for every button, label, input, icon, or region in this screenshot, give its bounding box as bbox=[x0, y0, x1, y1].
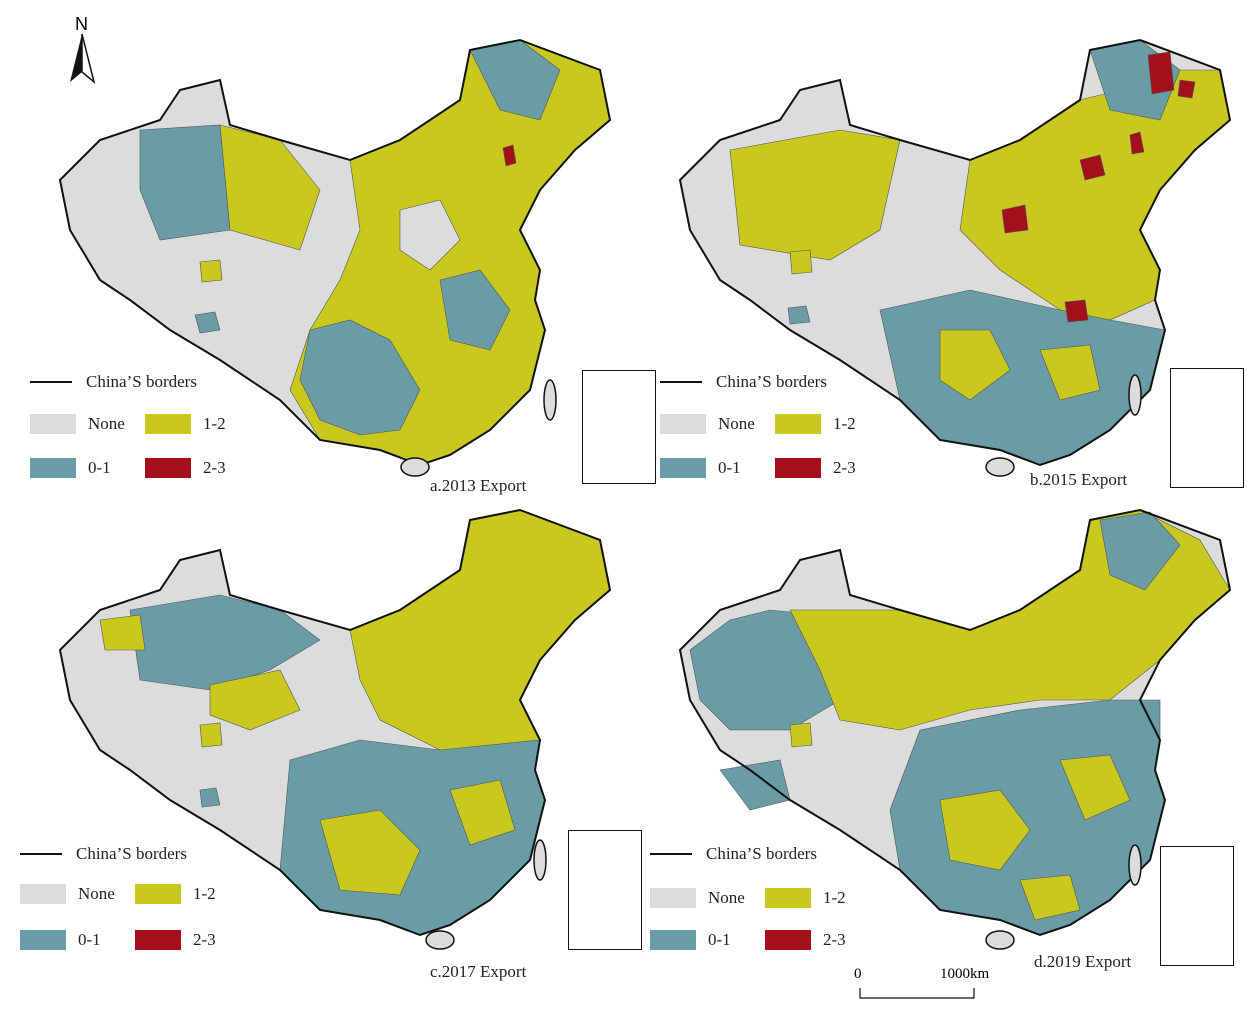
legend-swatch-0-1 bbox=[20, 930, 66, 950]
legend-swatch-2-3 bbox=[135, 930, 181, 950]
legend-swatch-none bbox=[20, 884, 66, 904]
scale-end-label: 1000km bbox=[940, 966, 990, 982]
legend-b: China’S borders None 1-2 0-1 2-3 bbox=[660, 372, 920, 482]
legend-swatch-none bbox=[650, 888, 696, 908]
legend-swatch-1-2 bbox=[135, 884, 181, 904]
north-arrow-icon bbox=[70, 33, 96, 85]
legend-0-1-label: 0-1 bbox=[88, 458, 111, 477]
south-china-sea-inset-c bbox=[568, 830, 642, 950]
legend-border-label: China’S borders bbox=[706, 844, 817, 863]
legend-swatch-2-3 bbox=[775, 458, 821, 478]
legend-swatch-none bbox=[660, 414, 706, 434]
border-line-icon bbox=[650, 853, 692, 855]
south-china-sea-inset-a bbox=[582, 370, 656, 484]
border-line-icon bbox=[20, 853, 62, 855]
legend-1-2-label: 1-2 bbox=[833, 414, 856, 433]
legend-1-2-label: 1-2 bbox=[823, 888, 846, 907]
map-panel-a: China’S borders None 1-2 0-1 2-3 a.2013 … bbox=[20, 30, 656, 500]
legend-c: China’S borders None 1-2 0-1 2-3 bbox=[20, 844, 280, 954]
china-map-a bbox=[58, 38, 612, 477]
legend-0-1-label: 0-1 bbox=[718, 458, 741, 477]
legend-2-3-label: 2-3 bbox=[833, 458, 856, 477]
legend-swatch-2-3 bbox=[145, 458, 191, 478]
south-china-sea-inset-d bbox=[1160, 846, 1234, 966]
legend-border-label: China’S borders bbox=[76, 844, 187, 863]
legend-0-1-label: 0-1 bbox=[708, 930, 731, 949]
legend-swatch-1-2 bbox=[145, 414, 191, 434]
north-label: N bbox=[75, 14, 88, 34]
scale-start-label: 0 bbox=[854, 966, 862, 982]
legend-swatch-1-2 bbox=[765, 888, 811, 908]
map-panel-b: China’S borders None 1-2 0-1 2-3 b.2015 … bbox=[640, 30, 1244, 500]
legend-swatch-0-1 bbox=[660, 458, 706, 478]
caption-d: d.2019 Export bbox=[1034, 952, 1132, 971]
china-map-c bbox=[58, 508, 612, 950]
legend-swatch-0-1 bbox=[30, 458, 76, 478]
border-line-icon bbox=[30, 381, 72, 383]
legend-none-label: None bbox=[88, 414, 125, 433]
caption-c: c.2017 Export bbox=[430, 962, 527, 981]
caption-b: b.2015 Export bbox=[1030, 470, 1128, 489]
china-map-d bbox=[678, 508, 1232, 950]
caption-a: a.2013 Export bbox=[430, 476, 527, 495]
legend-d: China’S borders None 1-2 0-1 2-3 bbox=[650, 844, 910, 954]
legend-2-3-label: 2-3 bbox=[823, 930, 846, 949]
legend-swatch-2-3 bbox=[765, 930, 811, 950]
legend-swatch-1-2 bbox=[775, 414, 821, 434]
south-china-sea-inset-b bbox=[1170, 368, 1244, 488]
legend-1-2-label: 1-2 bbox=[193, 884, 216, 903]
legend-1-2-label: 1-2 bbox=[203, 414, 226, 433]
legend-swatch-none bbox=[30, 414, 76, 434]
legend-border-label: China’S borders bbox=[716, 372, 827, 391]
legend-a: China’S borders None 1-2 0-1 2-3 bbox=[30, 372, 290, 482]
scale-bar: 0 1000km bbox=[854, 966, 1038, 1006]
china-map-b bbox=[678, 38, 1232, 477]
legend-none-label: None bbox=[78, 884, 115, 903]
border-line-icon bbox=[660, 381, 702, 383]
legend-none-label: None bbox=[708, 888, 745, 907]
map-panel-c: China’S borders None 1-2 0-1 2-3 c.2017 … bbox=[20, 500, 642, 990]
legend-2-3-label: 2-3 bbox=[193, 930, 216, 949]
map-panel-d: China’S borders None 1-2 0-1 2-3 d.2019 … bbox=[640, 500, 1240, 971]
legend-swatch-0-1 bbox=[650, 930, 696, 950]
legend-border-label: China’S borders bbox=[86, 372, 197, 391]
legend-none-label: None bbox=[718, 414, 755, 433]
legend-2-3-label: 2-3 bbox=[203, 458, 226, 477]
legend-0-1-label: 0-1 bbox=[78, 930, 101, 949]
